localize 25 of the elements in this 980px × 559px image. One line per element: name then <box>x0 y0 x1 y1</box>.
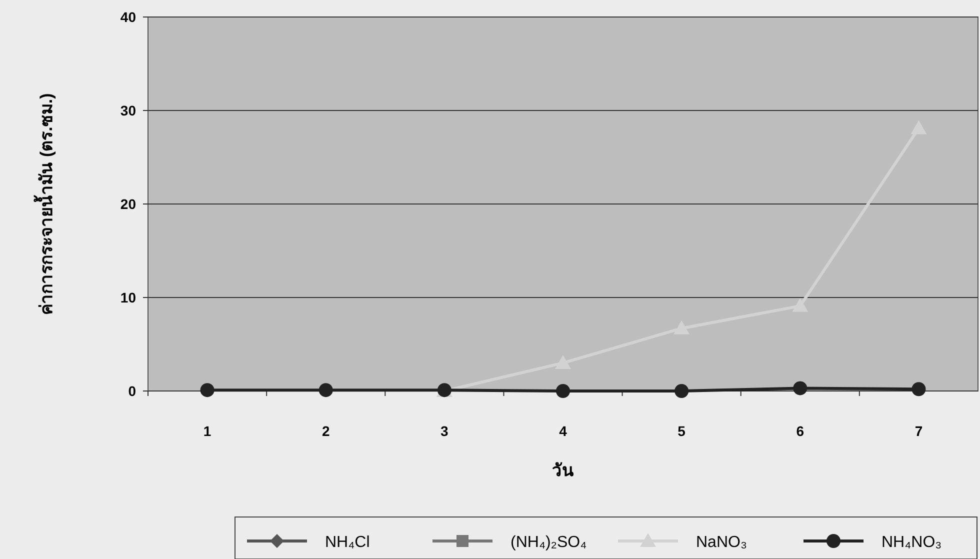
x-tick-label: 1 <box>203 423 212 439</box>
point <box>912 382 926 396</box>
y-tick-label: 40 <box>120 9 136 25</box>
x-tick-label: 2 <box>322 423 330 439</box>
point <box>792 298 808 312</box>
point <box>793 381 808 396</box>
y-tick-label: 10 <box>120 290 136 306</box>
x-tick-label: 4 <box>559 423 568 439</box>
point <box>200 383 214 398</box>
x-tick-label: 6 <box>796 423 804 439</box>
x-tick-label: 7 <box>914 423 923 439</box>
legend-label: NH₄Cl <box>325 534 370 551</box>
y-axis-title: ค่าการกระจายน้ำมัน (ตร.ซม.) <box>33 93 56 315</box>
y-tick-label: 20 <box>120 196 136 212</box>
point <box>674 384 689 398</box>
legend-label: (NH₄)₂SO₄ <box>510 534 587 551</box>
point <box>318 383 333 398</box>
y-tick-label: 0 <box>128 383 136 399</box>
point <box>556 384 570 398</box>
x-tick-label: 5 <box>678 423 686 439</box>
legend-label: NaNO₃ <box>696 534 747 551</box>
y-tick-label: 30 <box>120 102 136 118</box>
x-axis-title: วัน <box>552 461 574 480</box>
legend-label: NH₄NO₃ <box>882 534 942 551</box>
x-tick-label: 3 <box>440 423 449 439</box>
